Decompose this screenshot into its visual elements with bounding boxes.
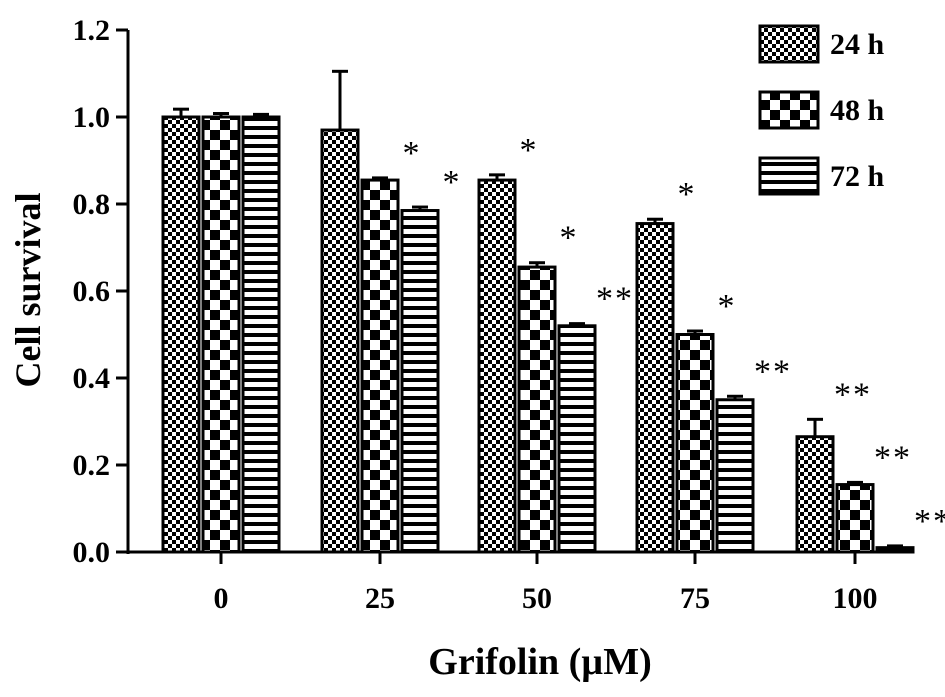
legend-label: 72 h — [830, 160, 885, 193]
bar-24h-75 — [635, 222, 675, 554]
bar-24h-50 — [477, 178, 517, 554]
significance-mark: * — [678, 176, 697, 213]
bar-72h-25 — [400, 209, 440, 554]
bar-48h-75 — [675, 333, 715, 554]
y-axis-title: Cell survival — [8, 193, 48, 388]
legend-swatch-24h — [758, 24, 820, 64]
significance-mark: ** — [754, 353, 792, 390]
y-tick-label: 0.2 — [73, 449, 111, 482]
significance-mark: * — [718, 288, 737, 325]
legend-swatch-72h — [758, 156, 820, 196]
y-tick-label: 1.0 — [73, 101, 111, 134]
x-tick-label: 75 — [680, 582, 710, 615]
significance-mark: * — [560, 220, 579, 257]
y-tick-label: 1.2 — [73, 14, 111, 47]
bar-48h-50 — [517, 265, 557, 554]
legend-label: 48 h — [830, 94, 885, 127]
legend: 24 h 48 h 72 h — [758, 24, 885, 196]
bar-24h-100 — [795, 435, 835, 554]
y-tick-label: 0.4 — [73, 362, 111, 395]
x-tick-label: 100 — [833, 582, 878, 615]
bar-48h-25 — [360, 178, 400, 554]
x-axis-title: Grifolin (µM) — [428, 641, 651, 683]
bar-48h-100 — [835, 483, 875, 554]
significance-mark: ** — [834, 376, 872, 413]
bar-24h-25 — [320, 128, 360, 554]
significance-mark: * — [403, 135, 422, 172]
legend-swatch-48h — [758, 90, 820, 130]
x-tick-label: 25 — [365, 582, 395, 615]
axes: 0.0 0.2 0.4 0.6 0.8 1.0 1.2 0 25 50 75 100 — [73, 14, 905, 615]
bar-72h-75 — [715, 398, 755, 554]
bar-72h-0 — [241, 115, 281, 554]
significance-mark: * — [443, 164, 462, 201]
significance-mark: ** — [874, 439, 912, 476]
bar-24h-0 — [161, 115, 201, 554]
bar-48h-0 — [201, 115, 241, 554]
bars: **************** — [161, 69, 945, 554]
x-tick-label: 50 — [522, 582, 552, 615]
y-tick-label: 0.6 — [73, 275, 111, 308]
x-tick-label: 0 — [214, 582, 229, 615]
significance-mark: ** — [914, 503, 945, 540]
y-tick-label: 0.8 — [73, 188, 111, 221]
significance-mark: ** — [596, 281, 634, 318]
bar-72h-100 — [875, 546, 915, 554]
y-tick-label: 0.0 — [73, 536, 111, 569]
bar-72h-50 — [557, 324, 597, 554]
significance-mark: * — [520, 132, 539, 169]
legend-label: 24 h — [830, 28, 885, 61]
